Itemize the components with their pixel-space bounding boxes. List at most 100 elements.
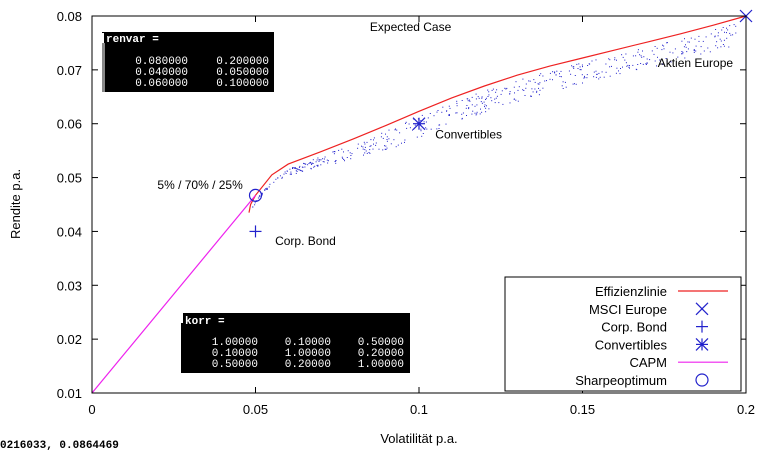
portfolio-dot: [477, 96, 479, 98]
portfolio-dot: [645, 63, 647, 65]
portfolio-dot: [580, 69, 582, 71]
portfolio-dot: [390, 143, 392, 145]
portfolio-dot: [487, 96, 489, 97]
portfolio-dot: [275, 178, 277, 180]
convertibles-marker: [412, 117, 426, 131]
portfolio-dot: [539, 74, 541, 76]
korr-cell: 0.20000: [358, 348, 404, 360]
portfolio-dot: [562, 81, 564, 83]
portfolio-dot: [404, 139, 406, 141]
korr-cell: 0.10000: [285, 337, 331, 349]
portfolio-dot: [517, 89, 519, 91]
portfolio-dot: [366, 152, 368, 154]
portfolio-dot: [466, 115, 467, 116]
portfolio-dot: [338, 149, 340, 151]
portfolio-dot: [562, 88, 564, 89]
portfolio-dot: [575, 83, 577, 85]
portfolio-dot: [583, 77, 585, 79]
portfolio-dot: [599, 76, 601, 78]
portfolio-dot: [317, 157, 319, 159]
annotation-aktien-europe: Aktien Europe: [658, 56, 734, 70]
portfolio-dot: [421, 135, 423, 137]
portfolio-dot: [423, 121, 425, 123]
portfolio-dot: [484, 104, 486, 106]
portfolio-dot: [323, 158, 325, 160]
portfolio-dot: [394, 129, 396, 131]
portfolio-dot: [320, 164, 322, 166]
portfolio-dot: [343, 151, 344, 153]
portfolio-dot: [487, 89, 489, 91]
portfolio-dot: [382, 149, 384, 151]
x-axis-label: Volatilität p.a.: [380, 431, 457, 446]
legend-label-capm: CAPM: [629, 355, 667, 370]
portfolio-dot: [533, 79, 535, 81]
portfolio-dot: [422, 133, 424, 134]
portfolio-dot: [291, 173, 292, 175]
portfolio-dot: [316, 164, 318, 166]
portfolio-dot: [364, 152, 366, 154]
legend-swatch-convertibles: [695, 337, 709, 351]
portfolio-dot: [425, 127, 427, 129]
y-tick-label: 0.02: [57, 332, 82, 347]
portfolio-dot: [259, 195, 261, 197]
portfolio-dot: [729, 25, 731, 27]
portfolio-dot: [492, 88, 494, 90]
portfolio-dot: [515, 99, 517, 101]
portfolio-dot: [456, 112, 458, 114]
renvar-header: renvar =: [106, 34, 159, 46]
portfolio-dot: [416, 136, 418, 138]
portfolio-dot: [420, 120, 422, 122]
portfolio-dot: [465, 107, 467, 109]
portfolio-dot: [715, 45, 717, 47]
portfolio-dot: [481, 102, 483, 104]
portfolio-dot: [666, 42, 668, 44]
portfolio-dot: [730, 34, 732, 36]
legend-items: Effizienzlinie MSCI Europe Corp. Bond Conve…: [575, 284, 728, 388]
portfolio-dot: [295, 170, 297, 172]
portfolio-dot: [687, 41, 689, 43]
portfolio-dot: [641, 56, 643, 58]
portfolio-dot: [456, 100, 458, 102]
portfolio-dot: [468, 108, 470, 110]
korr-cell: 0.20000: [285, 359, 331, 371]
portfolio-dot: [690, 37, 692, 39]
legend-swatch-sharpeoptimum-ring: [695, 373, 709, 387]
portfolio-dot: [640, 63, 642, 64]
portfolio-dot: [509, 91, 511, 93]
portfolio-dot: [483, 101, 485, 103]
portfolio-dot: [409, 127, 411, 129]
status-coordinates: 0216033, 0.0864469: [0, 440, 119, 452]
portfolio-dot: [469, 100, 471, 102]
portfolio-dot: [637, 51, 639, 53]
portfolio-dot: [496, 89, 498, 91]
annotation-expected-case: Expected Case: [370, 20, 452, 34]
portfolio-dot: [710, 33, 712, 35]
portfolio-dot: [421, 114, 423, 116]
portfolio-dot: [723, 39, 725, 41]
portfolio-dot: [466, 105, 468, 106]
portfolio-dot: [362, 146, 364, 148]
portfolio-dot: [625, 53, 627, 55]
portfolio-dot: [554, 71, 556, 73]
renvar-matrix-box: renvar = 0.080000 0.200000 0.040000 0.05000…: [102, 32, 274, 92]
portfolio-dot: [471, 113, 473, 115]
portfolio-dot: [586, 77, 588, 79]
legend: Effizienzlinie MSCI Europe Corp. Bond Conve…: [504, 276, 742, 392]
portfolio-dot: [317, 165, 319, 167]
portfolio-dot: [646, 58, 648, 60]
portfolio-dot: [480, 108, 481, 110]
portfolio-dot: [307, 164, 309, 166]
annotation-corp-bond: Corp. Bond: [275, 234, 336, 248]
portfolio-dot: [294, 167, 296, 169]
portfolio-dot: [284, 171, 286, 173]
portfolio-dot: [542, 87, 544, 89]
corp-bond-marker: [249, 225, 262, 238]
portfolio-dot: [534, 88, 536, 90]
portfolio-dot: [554, 72, 556, 74]
portfolio-dot: [295, 168, 297, 169]
portfolio-dot: [393, 139, 395, 141]
portfolio-dot: [536, 91, 538, 93]
portfolio-dot: [437, 110, 439, 111]
portfolio-dot: [300, 170, 302, 172]
portfolio-dot: [303, 163, 305, 165]
